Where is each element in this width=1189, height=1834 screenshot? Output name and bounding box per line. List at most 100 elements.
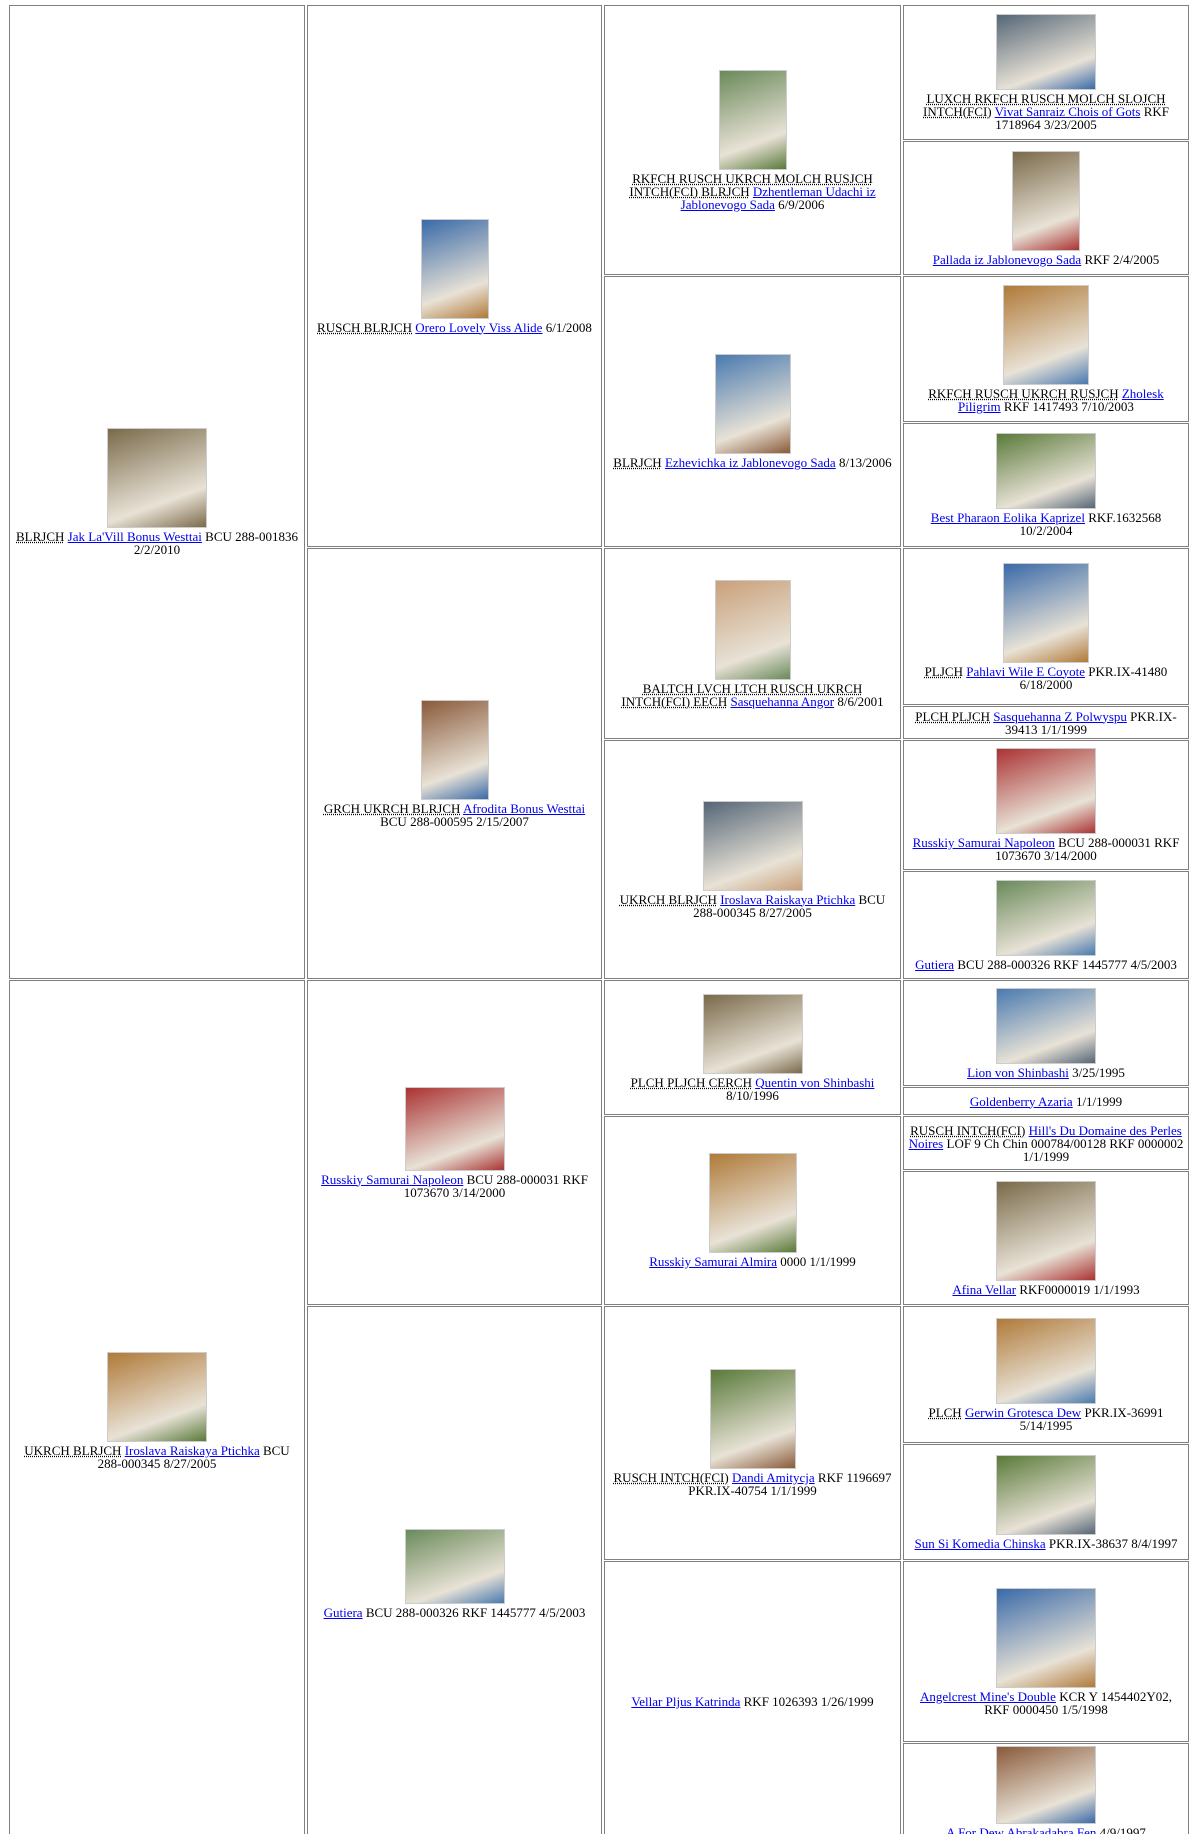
dog-photo[interactable] (709, 1369, 796, 1469)
dog-info: Russkiy Samurai Napoleon BCU 288-000031 … (908, 836, 1184, 862)
pedigree-cell: A For Dew Abrakadabra Fen 4/9/1997 (903, 1743, 1189, 1834)
dog-name-link[interactable]: Gerwin Grotesca Dew (964, 1404, 1082, 1420)
dog-name-link[interactable]: Ezhevichka iz Jablonevogo Sada (664, 455, 836, 470)
dog-info: PLCH PLJCH CERCH Quentin von Shinbashi 8… (609, 1076, 896, 1102)
dog-photo[interactable] (420, 218, 489, 319)
pedigree-cell: Gutiera BCU 288-000326 RKF 1445777 4/5/2… (903, 871, 1189, 979)
dog-details: PKR.IX-38637 8/4/1997 (1048, 1535, 1178, 1551)
dog-name-link[interactable]: Sasquehanna Angor (730, 693, 835, 709)
dog-photo[interactable] (1012, 150, 1080, 251)
dog-photo[interactable] (996, 1587, 1096, 1688)
pedigree-cell: Sun Si Komedia Chinska PKR.IX-38637 8/4/… (903, 1444, 1189, 1560)
dog-name-link[interactable]: Russkiy Samurai Napoleon (321, 1171, 464, 1187)
dog-name-link[interactable]: Vivat Sanraiz Chois of Gots (994, 104, 1141, 119)
dog-photo[interactable] (107, 428, 207, 528)
dog-name-link[interactable]: Best Pharaon Eolika Kaprizel (930, 510, 1085, 525)
dog-photo[interactable] (1003, 285, 1089, 385)
dog-info: Pallada iz Jablonevogo Sada RKF 2/4/2005 (933, 253, 1159, 266)
dog-name-link[interactable]: Sun Si Komedia Chinska (914, 1535, 1046, 1551)
dog-name-link[interactable]: Russkiy Samurai Napoleon (912, 835, 1055, 850)
dog-name-link[interactable]: Gutiera (323, 1605, 363, 1620)
pedigree-cell: Goldenberry Azaria 1/1/1999 (903, 1087, 1189, 1115)
pedigree-cell: RKFCH RUSCH UKRCH MOLCH RUSJCH INTCH(FCI… (604, 5, 901, 275)
dog-photo[interactable] (996, 748, 1096, 834)
dog-photo[interactable] (996, 1180, 1096, 1281)
dog-name-link[interactable]: Afina Vellar (952, 1281, 1017, 1297)
dog-photo[interactable] (996, 1317, 1096, 1404)
pedigree-cell: Gutiera BCU 288-000326 RKF 1445777 4/5/2… (307, 1306, 602, 1834)
dog-info: Afina Vellar RKF0000019 1/1/1993 (952, 1283, 1139, 1296)
dog-details: RKF 1417493 7/10/2003 (1003, 399, 1134, 414)
dog-info: Gutiera BCU 288-000326 RKF 1445777 4/5/2… (324, 1606, 586, 1619)
dog-photo[interactable] (404, 1086, 505, 1171)
dog-details: BCU 288-000031 RKF 1073670 3/14/2000 (403, 1171, 588, 1200)
dog-name-link[interactable]: A For Dew Abrakadabra Fen (946, 1825, 1097, 1834)
pedigree-cell: Angelcrest Mine's Double KCR Y 1454402Y0… (903, 1561, 1189, 1742)
dog-name-link[interactable]: Quentin von Shinbashi (755, 1074, 875, 1090)
pedigree-cell: BLRJCH Jak La'Vill Bonus Westtai BCU 288… (9, 5, 305, 979)
dog-photo[interactable] (996, 14, 1096, 90)
titles: BALTCH LVCH LTCH RUSCH UKRCH INTCH(FCI) … (621, 680, 863, 709)
dog-name-link[interactable]: Jak La'Vill Bonus Westtai (67, 529, 202, 544)
dog-info: RUSCH INTCH(FCI) Dandi Amitycja RKF 1196… (609, 1471, 896, 1497)
dog-photo[interactable] (714, 579, 791, 680)
pedigree-cell: RUSCH INTCH(FCI) Dandi Amitycja RKF 1196… (604, 1306, 901, 1560)
dog-info: RUSCH INTCH(FCI) Hill's Du Domaine des P… (908, 1124, 1184, 1163)
dog-details: PKR.IX-36991 5/14/1995 (1019, 1404, 1164, 1433)
dog-name-link[interactable]: Dandi Amitycja (731, 1470, 815, 1485)
dog-details: 4/9/1997 (1099, 1825, 1146, 1834)
dog-photo[interactable] (420, 699, 489, 800)
titles: GRCH UKRCH BLRJCH (323, 800, 461, 816)
dog-photo[interactable] (996, 1746, 1096, 1824)
pedigree-cell: Russkiy Samurai Napoleon BCU 288-000031 … (307, 980, 602, 1305)
pedigree-cell: RUSCH BLRJCH Orero Lovely Viss Alide 6/1… (307, 5, 602, 547)
dog-name-link[interactable]: Lion von Shinbashi (967, 1064, 1069, 1080)
dog-photo[interactable] (702, 993, 803, 1074)
dog-info: UKRCH BLRJCH Iroslava Raiskaya Ptichka B… (609, 893, 896, 919)
dog-photo[interactable] (708, 1153, 797, 1253)
dog-name-link[interactable]: Dzhentleman Udachi iz Jablonevogo Sada (680, 183, 876, 212)
dog-info: Gutiera BCU 288-000326 RKF 1445777 4/5/2… (915, 958, 1177, 971)
dog-details: 1/1/1999 (1075, 1093, 1123, 1109)
dog-photo[interactable] (996, 433, 1096, 509)
dog-info: Lion von Shinbashi 3/25/1995 (967, 1066, 1125, 1079)
pedigree-cell: RKFCH RUSCH UKRCH RUSJCH Zholesk Piligri… (903, 276, 1189, 422)
dog-photo[interactable] (996, 1454, 1096, 1535)
dog-name-link[interactable]: Orero Lovely Viss Alide (415, 319, 543, 335)
dog-photo[interactable] (107, 1352, 207, 1442)
dog-photo[interactable] (702, 800, 803, 891)
dog-name-link[interactable]: Gutiera (915, 956, 955, 972)
dog-name-link[interactable]: Russkiy Samurai Almira (649, 1254, 778, 1269)
dog-name-link[interactable]: Zholesk Piligrim (958, 386, 1164, 414)
dog-details: BCU 288-000345 8/27/2005 (97, 1443, 290, 1471)
dog-info: Russkiy Samurai Almira 0000 1/1/1999 (649, 1255, 856, 1268)
pedigree-cell: Afina Vellar RKF0000019 1/1/1993 (903, 1171, 1189, 1305)
dog-name-link[interactable]: Afrodita Bonus Westtai (462, 800, 586, 816)
pedigree-cell: Vellar Pljus Katrinda RKF 1026393 1/26/1… (604, 1561, 901, 1834)
dog-name-link[interactable]: Iroslava Raiskaya Ptichka (124, 1443, 260, 1458)
dog-details: BCU 288-000595 2/15/2007 (380, 813, 529, 829)
dog-name-link[interactable]: Vellar Pljus Katrinda (631, 1694, 741, 1709)
dog-photo[interactable] (1003, 562, 1089, 663)
pedigree-cell: BLRJCH Ezhevichka iz Jablonevogo Sada 8/… (604, 276, 901, 547)
dog-photo[interactable] (996, 879, 1096, 956)
pedigree-cell: Best Pharaon Eolika Kaprizel RKF.1632568… (903, 423, 1189, 547)
dog-name-link[interactable]: Pallada iz Jablonevogo Sada (932, 251, 1082, 267)
dog-name-link[interactable]: Hill's Du Domaine des Perles Noires (908, 1122, 1182, 1151)
dog-name-link[interactable]: Goldenberry Azaria (969, 1093, 1073, 1109)
titles: RKFCH RUSCH UKRCH RUSJCH (928, 386, 1119, 401)
dog-name-link[interactable]: Sasquehanna Z Polwyspu (993, 708, 1127, 724)
dog-name-link[interactable]: Iroslava Raiskaya Ptichka (720, 891, 856, 907)
dog-photo[interactable] (404, 1529, 505, 1604)
dog-info: Best Pharaon Eolika Kaprizel RKF.1632568… (908, 511, 1184, 537)
dog-name-link[interactable]: Pahlavi Wile E Coyote (966, 663, 1085, 679)
dog-name-link[interactable]: Angelcrest Mine's Double (920, 1688, 1056, 1704)
dog-details: KCR Y 1454402Y02, RKF 0000450 1/5/1998 (984, 1688, 1172, 1717)
dog-photo[interactable] (714, 354, 791, 454)
pedigree-cell: PLCH PLJCH Sasquehanna Z Polwyspu PKR.IX… (903, 706, 1189, 739)
dog-photo[interactable] (718, 69, 787, 170)
dog-info: BALTCH LVCH LTCH RUSCH UKRCH INTCH(FCI) … (609, 682, 896, 708)
dog-details: 6/1/2008 (545, 319, 592, 335)
titles: BLRJCH (16, 529, 65, 544)
dog-photo[interactable] (996, 987, 1096, 1064)
